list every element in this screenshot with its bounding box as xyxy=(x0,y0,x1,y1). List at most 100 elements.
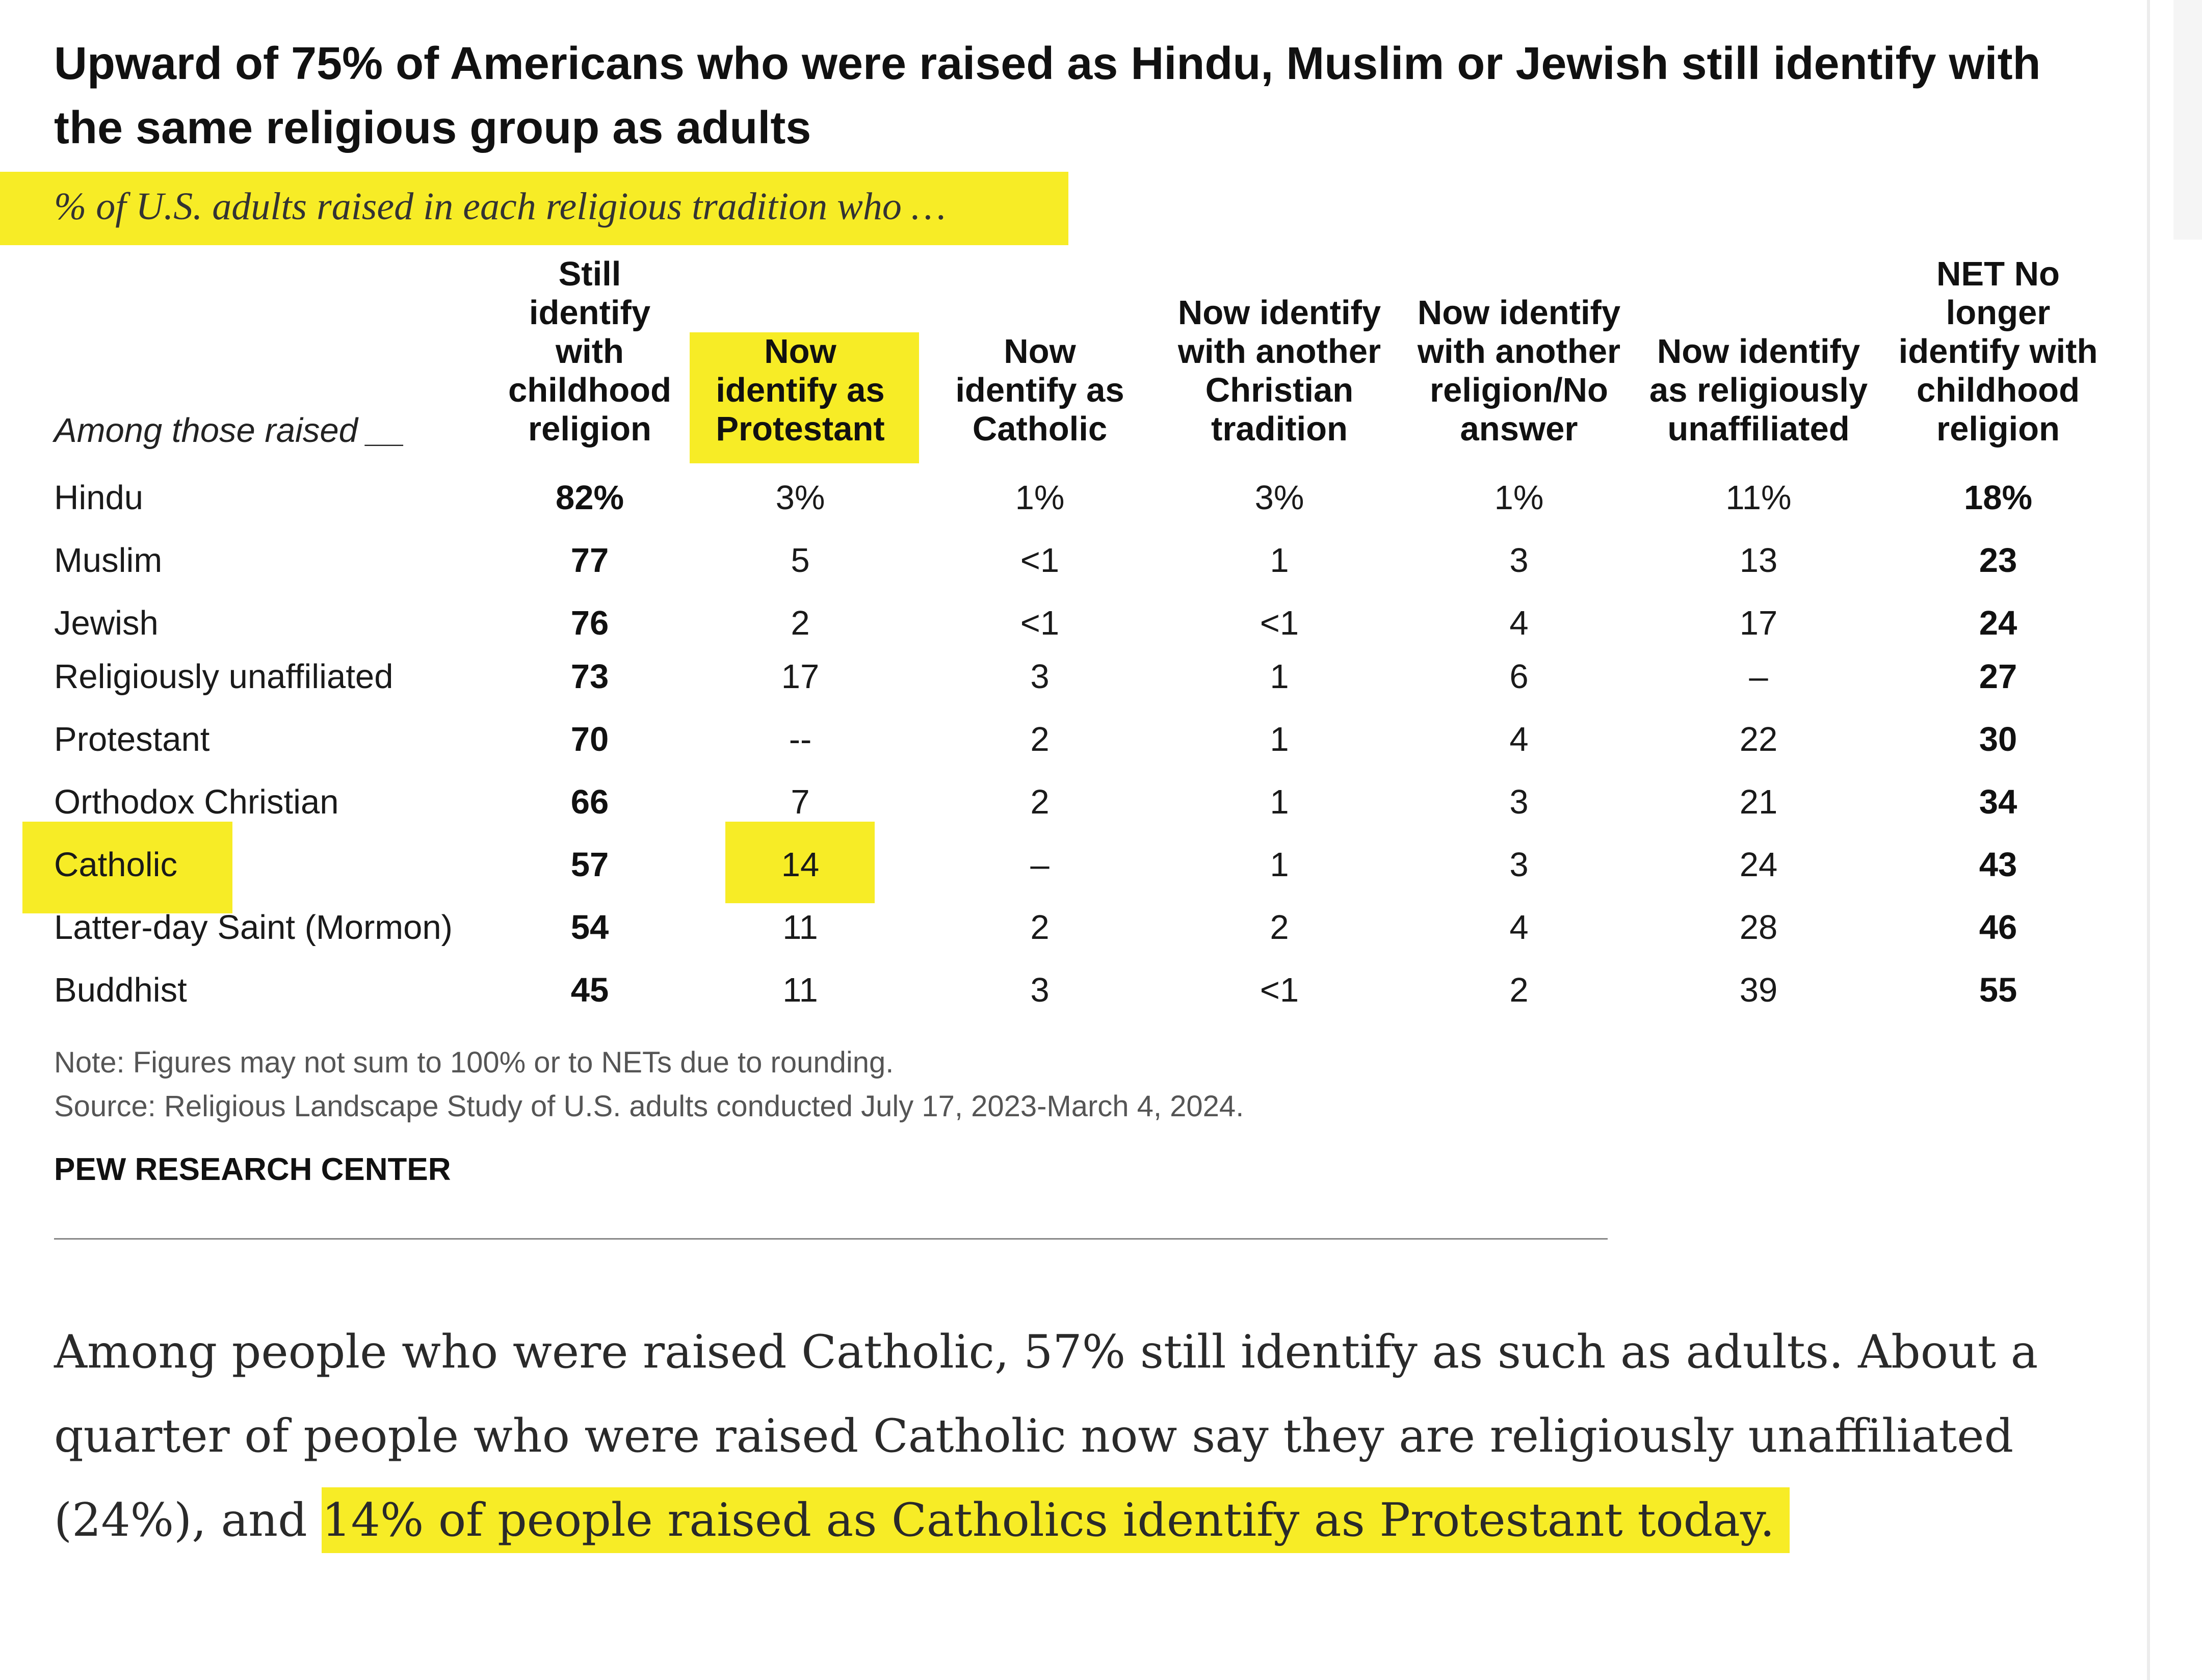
table-cell: 2 xyxy=(1030,908,1050,947)
table-cell: 3 xyxy=(1509,783,1529,821)
table-cell: <1 xyxy=(1260,971,1299,1009)
table-cell: 4 xyxy=(1509,720,1529,758)
table-cell: 3 xyxy=(1509,541,1529,580)
table-cell: 4 xyxy=(1509,604,1529,642)
column-header-line: religion xyxy=(528,410,651,448)
column-header-6: Now identify as religiously unaffiliated xyxy=(1626,332,1891,449)
table-cell: 1% xyxy=(1494,479,1544,517)
table-cell: 55 xyxy=(1979,971,2017,1009)
column-header-line: as religiously xyxy=(1649,371,1868,409)
column-header-5: Now identify with another religion/No answe… xyxy=(1386,294,1652,449)
table-cell: 3 xyxy=(1509,846,1529,884)
column-header-line: NET No xyxy=(1936,255,2060,293)
table-cell: 3% xyxy=(1254,479,1304,517)
table-row: Jewish 76 2 <1 <1 4 17 24 xyxy=(0,593,2192,655)
column-header-line: unaffiliated xyxy=(1667,410,1850,448)
table-cell: 24 xyxy=(1979,604,2017,642)
table-cell: 77 xyxy=(570,541,609,580)
column-header-line: with another xyxy=(1417,332,1621,371)
subtitle-highlight xyxy=(0,172,1068,245)
table-cell: 2 xyxy=(1270,908,1289,947)
table-cell: <1 xyxy=(1020,604,1060,642)
section-divider xyxy=(54,1238,1608,1240)
table-cell: 39 xyxy=(1739,971,1778,1009)
table-cell: <1 xyxy=(1260,604,1299,642)
column-header-line: with xyxy=(556,332,624,371)
row-label: Protestant xyxy=(54,720,210,758)
column-header-line: Christian xyxy=(1205,371,1354,409)
column-header-line: with another xyxy=(1177,332,1381,371)
side-panel-edge xyxy=(2173,0,2202,240)
table-cell: 11 xyxy=(782,908,818,947)
column-header-line: Catholic xyxy=(972,410,1108,448)
table-cell: 7 xyxy=(791,783,810,821)
table-cell: 76 xyxy=(570,604,609,642)
article-paragraph: Among people who were raised Catholic, 5… xyxy=(54,1310,2118,1562)
table-cell: 5 xyxy=(791,541,810,580)
table-cell: 1 xyxy=(1270,783,1289,821)
row-label: Hindu xyxy=(54,479,144,517)
column-header-line: Protestant xyxy=(716,410,885,448)
row-label: Jewish xyxy=(54,604,159,642)
table-cell: 6 xyxy=(1509,658,1529,696)
column-header-line: Now identify xyxy=(1657,332,1860,371)
column-header-line: identify with xyxy=(1898,332,2098,371)
table-cell: 34 xyxy=(1979,783,2017,821)
table-source: Source: Religious Landscape Study of U.S… xyxy=(54,1090,1244,1123)
paragraph-text: Among people who were raised Catholic, 5… xyxy=(54,1325,2038,1547)
row-label: Latter-day Saint (Mormon) xyxy=(54,908,453,947)
table-row: Catholic 57 14 – 1 3 24 43 xyxy=(0,834,2192,897)
table-cell: 30 xyxy=(1979,720,2017,758)
table-cell: 17 xyxy=(781,658,820,696)
table-cell: 3% xyxy=(775,479,825,517)
table-cell: 28 xyxy=(1739,908,1778,947)
table-cell: 17 xyxy=(1739,604,1778,642)
paragraph-highlight: 14% of people raised as Catholics identi… xyxy=(322,1487,1790,1553)
table-cell: 2 xyxy=(1030,783,1050,821)
column-header-line: religion xyxy=(1936,410,2060,448)
table-cell: -- xyxy=(789,720,812,758)
table-cell: 18% xyxy=(1963,479,2033,517)
row-label: Buddhist xyxy=(54,971,187,1009)
table-cell: 11% xyxy=(1725,479,1792,517)
table-cell: 13 xyxy=(1739,541,1778,580)
table-note: Note: Figures may not sum to 100% or to … xyxy=(54,1046,894,1079)
table-cell: 3 xyxy=(1030,971,1050,1009)
column-header-line: identify xyxy=(529,294,651,332)
table-row: Buddhist 45 11 3 <1 2 39 55 xyxy=(0,960,2192,1022)
table-cell: 24 xyxy=(1739,846,1778,884)
row-label: Catholic xyxy=(54,846,178,884)
page-right-border xyxy=(2147,0,2150,1680)
table-cell: 70 xyxy=(570,720,609,758)
table-cell: 73 xyxy=(570,658,609,696)
table-cell: 2 xyxy=(791,604,810,642)
table-cell: 1 xyxy=(1270,541,1289,580)
column-header-line: Now xyxy=(1004,332,1076,371)
column-header-line: answer xyxy=(1460,410,1578,448)
table-cell: 43 xyxy=(1979,846,2017,884)
table-row: Protestant 70 -- 2 1 4 22 30 xyxy=(0,709,2192,772)
table-cell: – xyxy=(1030,846,1050,884)
table-cell: 3 xyxy=(1030,658,1050,696)
column-header-line: tradition xyxy=(1211,410,1348,448)
column-header-2: Now identify as Protestant xyxy=(668,332,933,449)
row-label: Muslim xyxy=(54,541,163,580)
row-header-label: Among those raised __ xyxy=(54,411,406,450)
catholic-protestant-cell-highlight xyxy=(725,822,875,903)
table-cell: 46 xyxy=(1979,908,2017,947)
table-cell: 11 xyxy=(782,971,818,1009)
table-cell: 1 xyxy=(1270,720,1289,758)
table-cell: 82% xyxy=(555,479,624,517)
table-cell: 2 xyxy=(1509,971,1529,1009)
table-cell: 66 xyxy=(570,783,609,821)
column-header-line: longer xyxy=(1946,294,2051,332)
table-cell: 45 xyxy=(570,971,609,1009)
table-cell: 23 xyxy=(1979,541,2017,580)
table-row: Muslim 77 5 <1 1 3 13 23 xyxy=(0,530,2192,593)
table-cell: 57 xyxy=(570,846,609,884)
table-row: Orthodox Christian 66 7 2 1 3 21 34 xyxy=(0,772,2192,834)
table-cell: 1 xyxy=(1270,658,1289,696)
pew-research-center-logo: PEW RESEARCH CENTER xyxy=(54,1152,451,1187)
table-cell: 54 xyxy=(570,908,609,947)
table-cell: 2 xyxy=(1030,720,1050,758)
